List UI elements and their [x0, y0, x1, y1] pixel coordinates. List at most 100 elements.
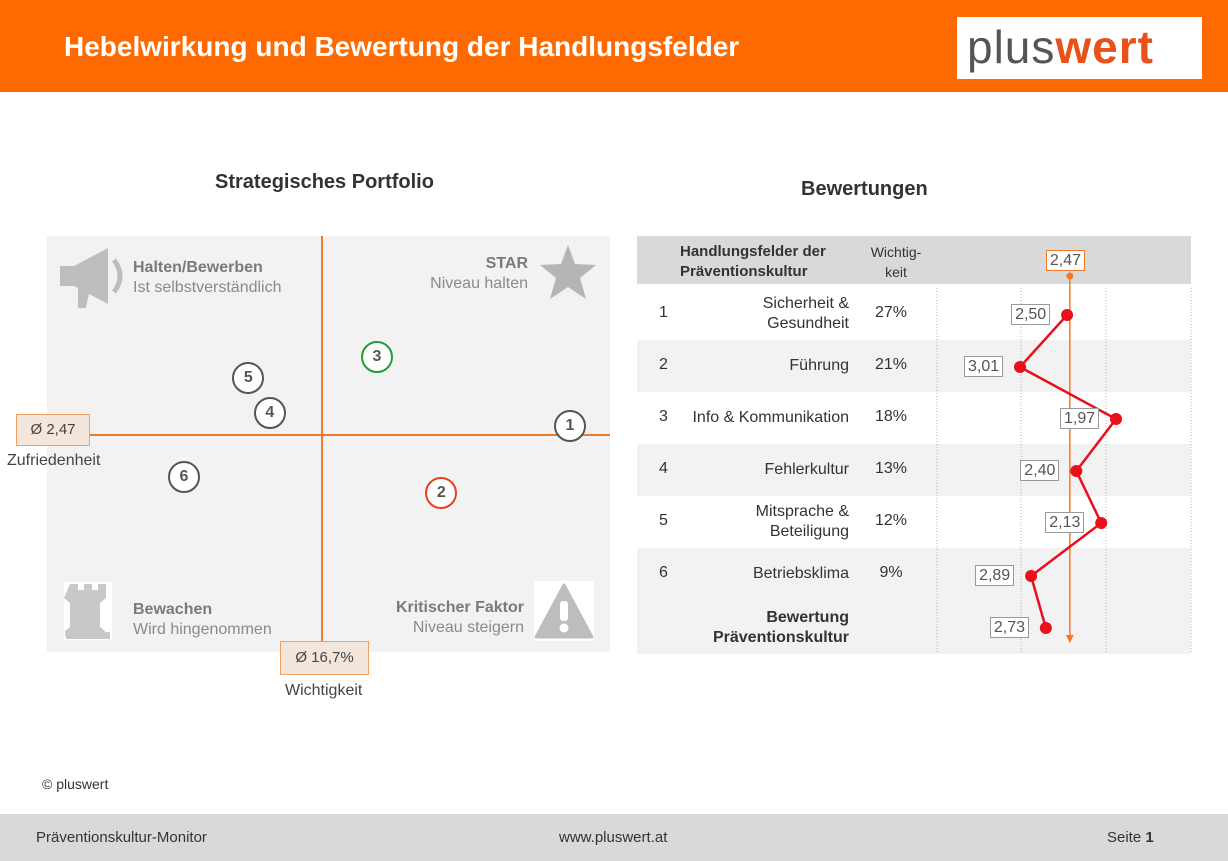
rating-value-label-2: 3,01: [964, 356, 1004, 377]
rating-total-connector: [1029, 575, 1048, 629]
portfolio-title: Strategisches Portfolio: [215, 171, 434, 193]
portfolio-point-3: 3: [361, 341, 393, 373]
rating-point-5: [1095, 517, 1108, 529]
row-weight: 9%: [879, 564, 903, 581]
header-bar: Hebelwirkung und Bewertung der Handlungs…: [0, 0, 1228, 92]
portfolio-point-5: 5: [232, 361, 265, 394]
quadrant-top-left-title: Halten/Bewerben: [133, 259, 263, 276]
y-axis-label: Zufriedenheit: [7, 452, 101, 469]
portfolio-point-4: 4: [253, 397, 286, 430]
row-field-name-line1: Sicherheit &: [762, 295, 849, 312]
row-field-name-line1: Führung: [789, 357, 849, 374]
rating-point-4: [1070, 465, 1083, 477]
row-field-name: Betriebsklima: [753, 564, 849, 584]
table-row: 5 Mitsprache & Beteiligung 12%: [637, 496, 1191, 548]
portfolio-point-1: 1: [554, 410, 586, 443]
total-field-name-line1: Bewertung: [766, 609, 849, 626]
quadrant-bottom-right-title: Kritischer Faktor: [395, 599, 524, 616]
header-weight: Wichtig- keit: [865, 242, 927, 282]
quadrant-bottom-right-subtitle: Niveau steigern: [412, 619, 524, 636]
rook-icon: [64, 582, 112, 640]
rating-value-label-5: 2,13: [1045, 512, 1085, 533]
row-weight: 13%: [874, 460, 908, 477]
quadrant-top-right-title: STAR: [485, 255, 528, 272]
total-field-name-line2: Präventionskultur: [712, 629, 849, 646]
row-number: 5: [659, 512, 668, 529]
x-reference-line: [321, 236, 323, 654]
quadrant-top-left: Halten/Bewerben Ist selbstverständlich: [133, 258, 282, 298]
x-reference-label: Ø 16,7%: [280, 641, 369, 675]
rating-point-3: [1110, 413, 1122, 425]
reference-line-arrow: [1065, 635, 1074, 643]
row-weight: 12%: [874, 512, 908, 529]
portfolio-chart: [47, 236, 610, 652]
header-field-name-line1: Handlungsfelder der: [680, 243, 826, 260]
quadrant-top-left-subtitle: Ist selbstverständlich: [133, 279, 282, 296]
header-weight-line1: Wichtig-: [870, 244, 922, 260]
header-field-name-line2: Präventionskultur: [680, 263, 808, 280]
table-row: 3 Info & Kommunikation 18%: [637, 392, 1191, 444]
rating-value-label-3: 1,97: [1060, 408, 1100, 429]
row-field-name: Sicherheit & Gesundheit: [763, 294, 849, 334]
table-row: 4 Fehlerkultur 13%: [637, 444, 1191, 496]
total-field-name: Bewertung Präventionskultur: [713, 608, 849, 648]
quadrant-bottom-left: Bewachen Wird hingenommen: [133, 600, 272, 640]
row-number: 2: [659, 356, 668, 373]
y-reference-label: Ø 2,47: [16, 414, 90, 446]
table-row-total: Bewertung Präventionskultur: [637, 600, 1191, 654]
row-field-name: Info & Kommunikation: [692, 408, 849, 428]
row-field-name-line1: Info & Kommunikation: [692, 409, 849, 426]
table-row: 6 Betriebsklima 9%: [637, 548, 1191, 600]
quadrant-bottom-right: Kritischer Faktor Niveau steigern: [380, 598, 524, 638]
footer-url: www.pluswert.at: [559, 829, 668, 846]
row-field-name-line1: Fehlerkultur: [764, 461, 849, 478]
footer-left: Präventionskultur-Monitor: [36, 829, 207, 846]
row-field-name-line2: Beteiligung: [769, 523, 849, 540]
quadrant-bottom-left-title: Bewachen: [133, 601, 213, 618]
warning-icon: [534, 581, 594, 641]
quadrant-top-right-subtitle: Niveau halten: [430, 275, 528, 292]
rating-value-label-4: 2,40: [1020, 460, 1060, 481]
header-field-name: Handlungsfelder der Präventionskultur: [680, 242, 826, 282]
row-field-name: Mitsprache & Beteiligung: [756, 502, 849, 542]
row-weight: 21%: [874, 356, 908, 373]
table-header: Handlungsfelder der Präventionskultur Wi…: [637, 236, 1191, 284]
table-row: 1 Sicherheit & Gesundheit 27%: [637, 288, 1191, 340]
quadrant-bottom-left-subtitle: Wird hingenommen: [133, 621, 272, 638]
portfolio-point-2: 2: [425, 477, 458, 509]
quadrant-top-right: STAR Niveau halten: [380, 254, 528, 294]
table-row: 2 Führung 21%: [637, 340, 1191, 392]
footer-page-number: 1: [1145, 829, 1154, 846]
ratings-title: Bewertungen: [801, 178, 928, 200]
logo-text-plus: plus: [967, 21, 1056, 73]
rating-point-1: [1061, 309, 1074, 321]
y-reference-line: [87, 434, 610, 436]
row-field-name-line1: Betriebsklima: [752, 565, 849, 582]
reference-value-label: 2,47: [1045, 250, 1085, 271]
row-number: 1: [659, 304, 668, 321]
reference-line-dot: [1066, 272, 1074, 280]
page-title: Hebelwirkung und Bewertung der Handlungs…: [64, 31, 740, 62]
rating-point-2: [1014, 361, 1026, 373]
row-field-name: Fehlerkultur: [765, 460, 849, 480]
rating-value-label-1: 2,50: [1011, 304, 1051, 325]
logo-text-wert: wert: [1055, 21, 1154, 73]
logo: pluswert: [957, 17, 1202, 79]
header-weight-line2: keit: [885, 264, 907, 280]
footer-bar: Präventionskultur-Monitor www.pluswert.a…: [0, 814, 1228, 861]
x-axis-label: Wichtigkeit: [285, 682, 363, 699]
row-field-name: Führung: [789, 356, 849, 376]
megaphone-icon: [60, 248, 123, 308]
copyright: © pluswert: [42, 776, 109, 792]
footer-page: Seite 1: [1107, 829, 1154, 846]
footer-page-prefix: Seite: [1107, 829, 1146, 846]
row-field-name-line1: Mitsprache &: [755, 503, 849, 520]
row-number: 4: [659, 460, 668, 477]
rating-value-label-6: 2,89: [975, 565, 1015, 586]
row-field-name-line2: Gesundheit: [767, 315, 849, 332]
row-number: 3: [659, 408, 668, 425]
row-weight: 18%: [874, 408, 908, 425]
star-icon: [540, 245, 596, 299]
row-weight: 27%: [874, 304, 908, 321]
